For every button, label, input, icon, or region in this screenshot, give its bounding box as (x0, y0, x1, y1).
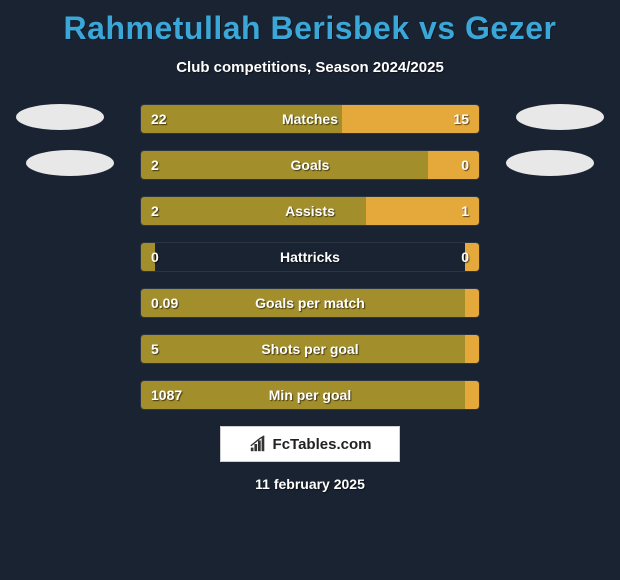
stat-value-right: 0 (461, 157, 469, 173)
stat-label: Goals per match (141, 295, 479, 311)
stat-row: 1087Min per goal (140, 380, 480, 410)
player-marker-right-2 (506, 150, 594, 176)
footer-text: FcTables.com (273, 436, 372, 453)
stat-row: 2Goals0 (140, 150, 480, 180)
stat-label: Matches (141, 111, 479, 127)
stat-value-right: 0 (461, 249, 469, 265)
footer-badge[interactable]: FcTables.com (220, 426, 400, 462)
stat-value-right: 1 (461, 203, 469, 219)
stat-label: Min per goal (141, 387, 479, 403)
stat-row: 5Shots per goal (140, 334, 480, 364)
stats-area: 22Matches152Goals02Assists10Hattricks00.… (0, 104, 620, 410)
date-label: 11 february 2025 (0, 476, 620, 492)
stat-row: 0.09Goals per match (140, 288, 480, 318)
stat-row: 22Matches15 (140, 104, 480, 134)
subtitle: Club competitions, Season 2024/2025 (0, 59, 620, 76)
player-marker-left-1 (16, 104, 104, 130)
stat-label: Hattricks (141, 249, 479, 265)
stat-label: Shots per goal (141, 341, 479, 357)
player-marker-right-1 (516, 104, 604, 130)
stat-rows: 22Matches152Goals02Assists10Hattricks00.… (140, 104, 480, 410)
stat-value-right: 15 (453, 111, 469, 127)
player-marker-left-2 (26, 150, 114, 176)
page-title: Rahmetullah Berisbek vs Gezer (0, 0, 620, 47)
stat-row: 0Hattricks0 (140, 242, 480, 272)
stat-row: 2Assists1 (140, 196, 480, 226)
stat-label: Goals (141, 157, 479, 173)
stat-label: Assists (141, 203, 479, 219)
fctables-logo-icon (249, 435, 267, 453)
